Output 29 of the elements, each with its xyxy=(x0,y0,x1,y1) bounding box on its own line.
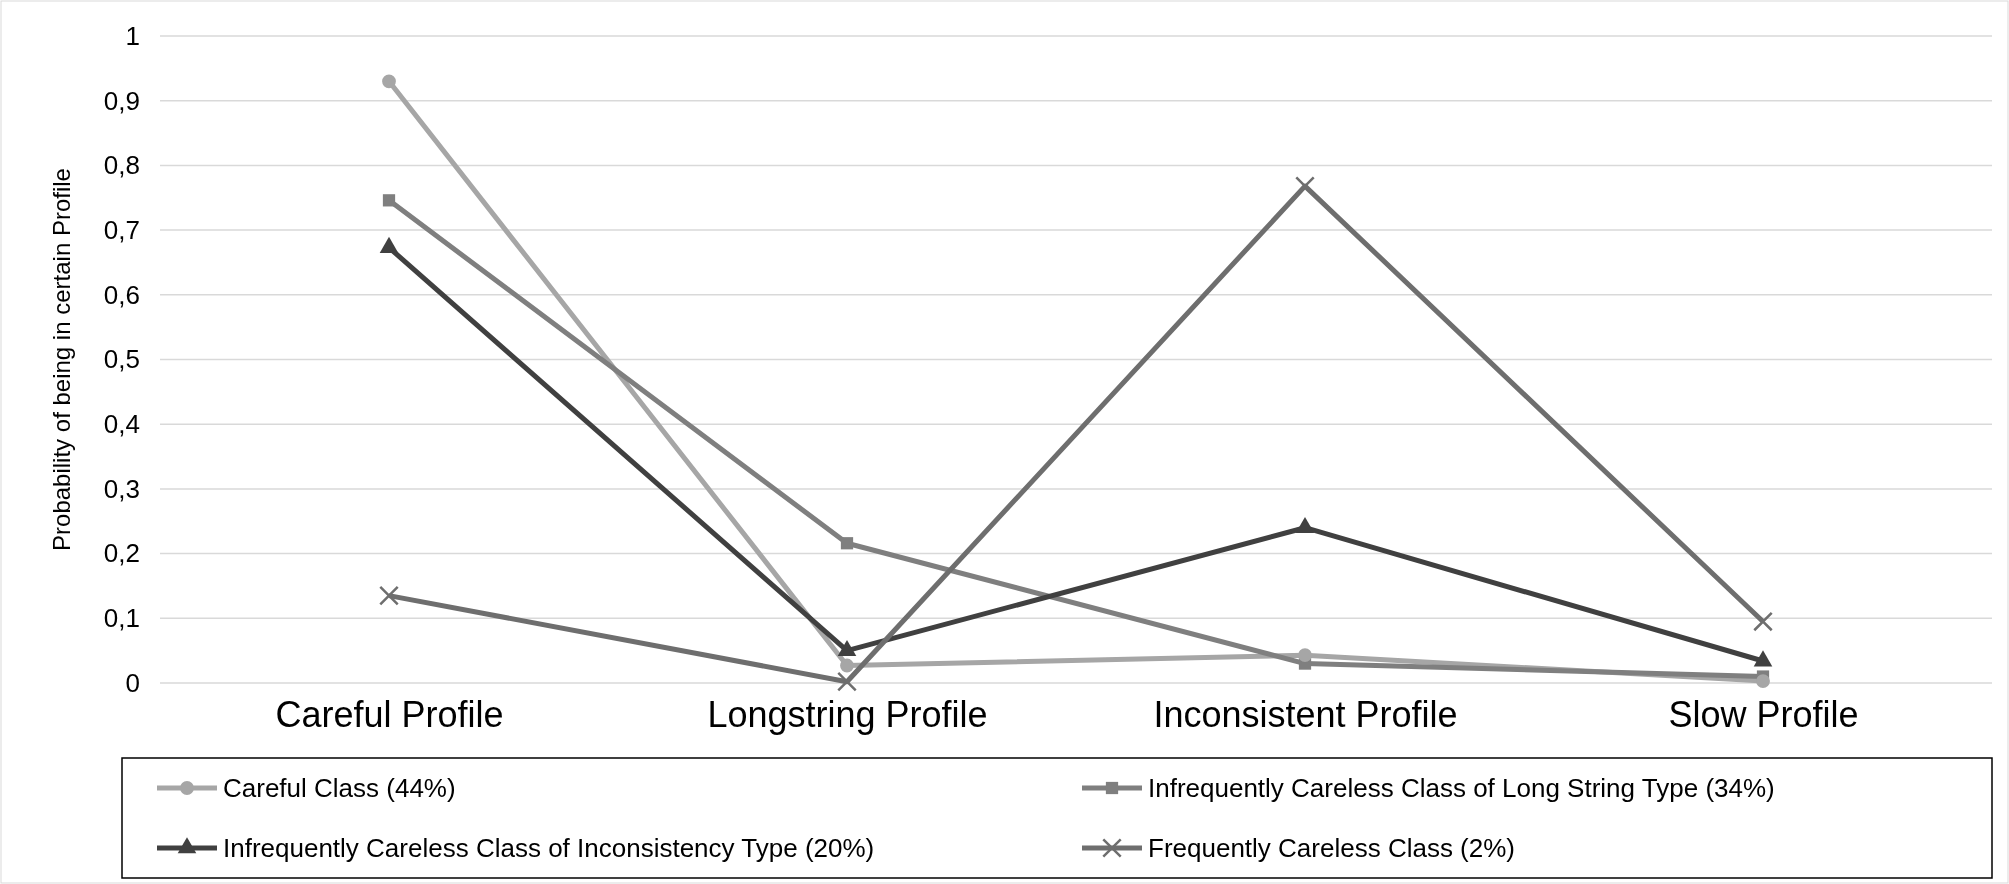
y-tick-label: 0,3 xyxy=(103,473,140,504)
x-tick-label: Inconsistent Profile xyxy=(1153,693,1458,735)
y-tick-label: 0 xyxy=(125,667,140,698)
point xyxy=(382,194,396,207)
y-tick-label: 0,8 xyxy=(103,150,140,181)
y-tick-label: 0,4 xyxy=(103,409,140,440)
point xyxy=(840,537,854,550)
y-tick-label: 0,7 xyxy=(103,214,140,245)
x-tick-label: Longstring Profile xyxy=(707,693,988,735)
point xyxy=(379,585,399,606)
y-tick-label: 1 xyxy=(125,20,140,51)
legend-label: Infrequently Careless Class of Inconsistency Type (20%) xyxy=(223,833,875,864)
legend-label: Careful Class (44%) xyxy=(223,773,456,804)
point xyxy=(382,74,396,89)
y-tick-label: 0,9 xyxy=(103,85,140,116)
y-tick-label: 0,2 xyxy=(103,538,140,569)
y-tick-label: 0,6 xyxy=(103,279,140,310)
x-tick-label: Careful Profile xyxy=(275,693,504,735)
y-tick-label: 0,1 xyxy=(103,603,140,634)
legend-label: Frequently Careless Class (2%) xyxy=(1148,833,1516,864)
point xyxy=(1753,611,1773,632)
point xyxy=(1298,648,1312,663)
point xyxy=(1756,674,1770,688)
point xyxy=(840,658,854,673)
y-axis-title: Probability of being in certain Profile xyxy=(48,168,75,551)
point xyxy=(837,671,857,692)
y-tick-label: 0,5 xyxy=(103,344,140,375)
x-tick-label: Slow Profile xyxy=(1668,693,1859,735)
legend-label: Infrequently Careless Class of Long String Type (34%) xyxy=(1148,773,1775,804)
